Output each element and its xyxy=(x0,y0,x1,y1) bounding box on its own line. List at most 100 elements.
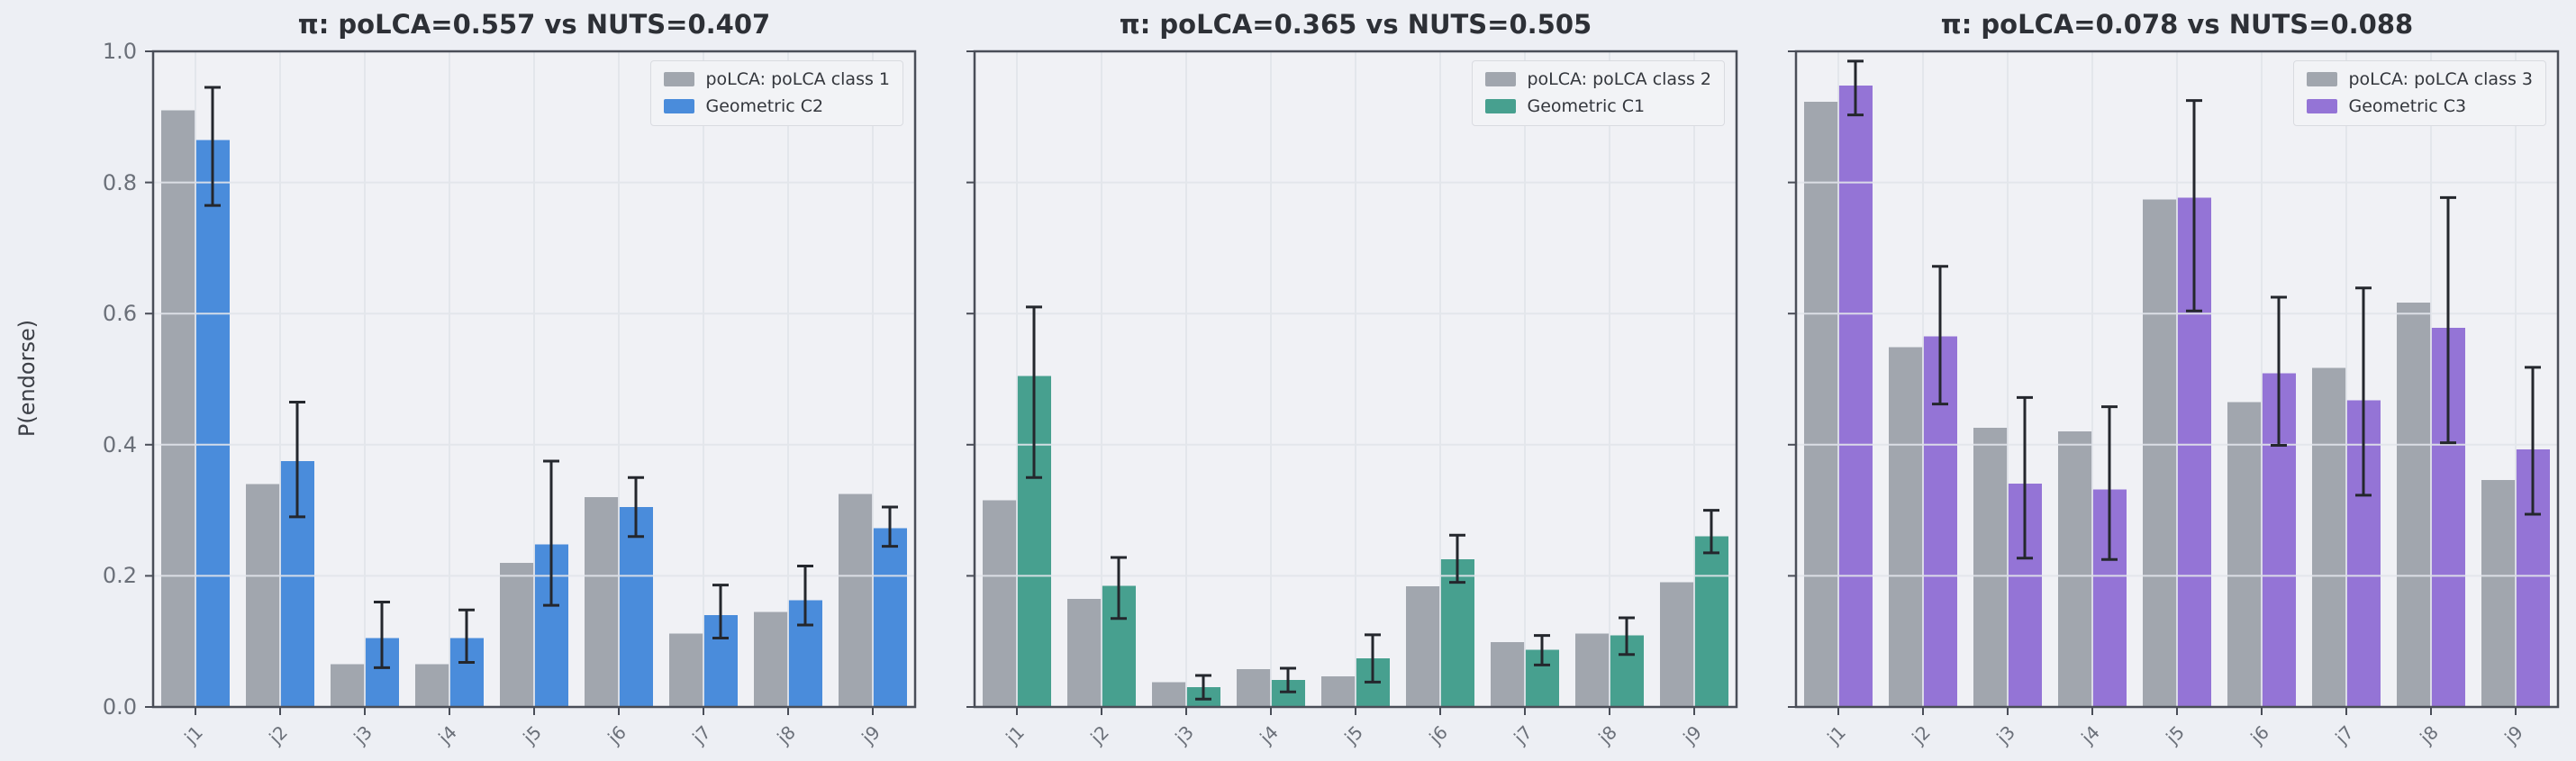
bar-geometric-j9 xyxy=(873,528,907,707)
y-tick-label: 0.4 xyxy=(102,431,137,458)
plot-area-panel-3 xyxy=(1788,50,2560,715)
legend: poLCA: poLCA class 1 Geometric C2 xyxy=(650,60,903,126)
tick-marks xyxy=(1788,50,2517,715)
plot-area-panel-1 xyxy=(145,50,917,715)
legend-entry: Geometric C1 xyxy=(1485,96,1711,117)
bar-polca-j6 xyxy=(2227,402,2262,707)
bar-polca-j2 xyxy=(1067,598,1102,707)
x-tick-label: j4 xyxy=(1256,721,1283,748)
gridlines xyxy=(1796,51,2558,707)
bar-geometric-j9 xyxy=(1694,536,1728,707)
bar-polca-j7 xyxy=(669,633,703,707)
legend-label: poLCA: poLCA class 1 xyxy=(705,69,890,89)
bar-polca-j3 xyxy=(1152,682,1186,707)
bar-polca-j4 xyxy=(415,664,449,707)
x-tick-label: j4 xyxy=(434,721,461,748)
x-tick-label: j4 xyxy=(2077,721,2104,748)
x-tick-label: j2 xyxy=(1908,721,1935,748)
y-tick-label: 0.8 xyxy=(102,169,137,195)
bar-polca-j9 xyxy=(2481,480,2516,707)
panel-title: π: poLCA=0.557 vs NUTS=0.407 xyxy=(297,9,771,40)
axes-spines xyxy=(973,50,1738,709)
x-tick-label: j8 xyxy=(2416,721,2443,748)
x-tick-label: j1 xyxy=(1823,721,1850,748)
bar-polca-j3 xyxy=(331,664,365,707)
legend-entry: poLCA: poLCA class 3 xyxy=(2307,69,2533,90)
gridlines xyxy=(975,51,1737,707)
legend-swatch-icon xyxy=(1485,72,1517,87)
y-tick-label: 0.6 xyxy=(102,301,137,327)
bar-polca-j7 xyxy=(2312,367,2346,707)
x-tick-label: j2 xyxy=(1086,721,1113,748)
bar-polca-j9 xyxy=(1660,582,1694,707)
x-tick-label: j1 xyxy=(1002,721,1029,748)
bar-geometric-j1 xyxy=(1838,85,1873,707)
legend-swatch-icon xyxy=(2307,72,2338,87)
legend-label: poLCA: poLCA class 2 xyxy=(1527,69,1711,89)
bar-polca-j5 xyxy=(500,562,534,707)
y-tick-label: 0.0 xyxy=(102,694,137,720)
legend-label: poLCA: poLCA class 3 xyxy=(2348,69,2533,89)
bar-polca-j1 xyxy=(1804,102,1838,707)
x-tick-label: j7 xyxy=(1510,721,1537,748)
x-tick-label: j1 xyxy=(180,721,207,748)
bar-polca-j8 xyxy=(754,612,788,707)
x-tick-label: j6 xyxy=(603,721,630,748)
tick-marks xyxy=(966,50,1695,715)
tick-marks xyxy=(145,50,874,715)
bar-polca-j6 xyxy=(585,497,619,707)
axes-spines xyxy=(1794,50,2560,709)
x-tick-label: j8 xyxy=(1594,721,1621,748)
legend-swatch-icon xyxy=(1485,99,1517,114)
x-tick-label: j5 xyxy=(519,721,546,748)
error-bars xyxy=(204,86,898,669)
legend: poLCA: poLCA class 2 Geometric C1 xyxy=(1472,60,1725,126)
error-bars xyxy=(1847,59,2541,561)
bar-polca-j4 xyxy=(2058,431,2092,707)
axes-spines xyxy=(151,50,917,709)
bar-polca-j8 xyxy=(1575,633,1610,707)
bar-polca-j4 xyxy=(1237,668,1271,707)
bar-geometric-j6 xyxy=(1440,559,1474,707)
panel-title: π: poLCA=0.365 vs NUTS=0.505 xyxy=(1119,9,1592,40)
x-tick-label: j9 xyxy=(1679,721,1706,748)
bar-polca-j9 xyxy=(839,494,873,707)
bar-polca-j3 xyxy=(1973,427,2008,707)
bar-polca-j5 xyxy=(2143,199,2177,707)
x-tick-label: j3 xyxy=(1171,721,1198,748)
x-tick-label: j9 xyxy=(2500,721,2527,748)
bar-polca-j1 xyxy=(983,500,1017,707)
legend-entry: Geometric C3 xyxy=(2307,96,2533,117)
plot-area-panel-2 xyxy=(966,50,1738,715)
x-tick-label: j8 xyxy=(773,721,800,748)
legend-swatch-icon xyxy=(664,72,695,87)
panel-title: π: poLCA=0.078 vs NUTS=0.088 xyxy=(1940,9,2414,40)
legend-label: Geometric C1 xyxy=(1527,95,1646,116)
bar-geometric-j6 xyxy=(619,506,653,707)
x-tick-label: j6 xyxy=(2246,721,2273,748)
x-tick-label: j7 xyxy=(688,721,715,748)
bar-polca-j6 xyxy=(1406,586,1440,707)
legend-entry: Geometric C2 xyxy=(664,96,890,117)
bar-polca-j1 xyxy=(161,110,195,707)
y-tick-label: 0.2 xyxy=(102,563,137,589)
x-tick-label: j5 xyxy=(2162,721,2189,748)
x-tick-label: j6 xyxy=(1425,721,1452,748)
legend-label: Geometric C2 xyxy=(705,95,824,116)
x-tick-label: j2 xyxy=(265,721,292,748)
legend-label: Geometric C3 xyxy=(2348,95,2467,116)
x-tick-label: j7 xyxy=(2331,721,2358,748)
x-tick-label: j3 xyxy=(1992,721,2019,748)
y-axis-label: P(endorse) xyxy=(14,319,40,438)
bar-polca-j2 xyxy=(246,484,280,707)
bar-polca-j2 xyxy=(1889,347,1923,707)
bar-polca-j7 xyxy=(1491,641,1525,707)
gridlines xyxy=(153,51,915,707)
bar-polca-j8 xyxy=(2397,302,2431,707)
legend-swatch-icon xyxy=(664,99,695,114)
legend-swatch-icon xyxy=(2307,99,2338,114)
bar-geometric-j1 xyxy=(195,140,230,707)
legend: poLCA: poLCA class 3 Geometric C3 xyxy=(2293,60,2546,126)
bar-polca-j5 xyxy=(1321,675,1356,707)
legend-entry: poLCA: poLCA class 1 xyxy=(664,69,890,90)
